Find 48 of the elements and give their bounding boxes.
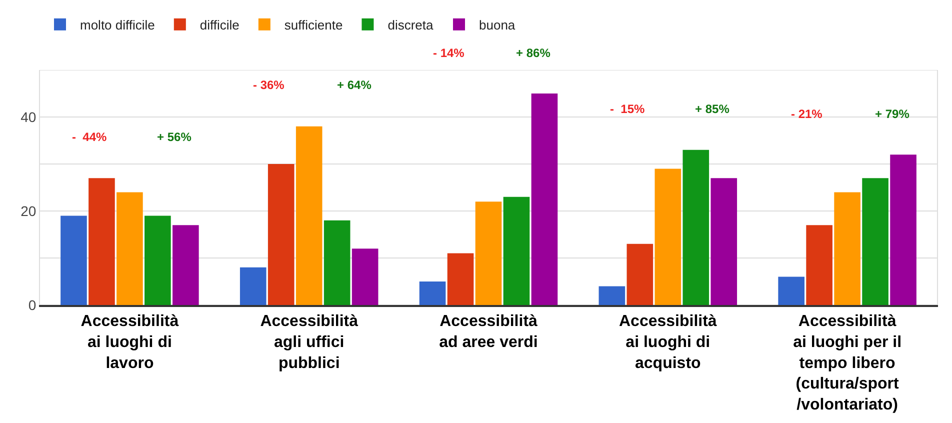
x-tick-label: Accessibilità ai luoghi per il tempo libero (cultura/sport /volontariato) bbox=[793, 313, 902, 414]
bar bbox=[324, 220, 350, 305]
x-tick-label: Accessibilità ad aree verdi bbox=[439, 313, 538, 351]
annotation: + 79% bbox=[875, 107, 910, 121]
y-tick-label: 0 bbox=[28, 296, 36, 313]
bar bbox=[144, 216, 171, 305]
bar bbox=[890, 154, 916, 305]
bar bbox=[862, 178, 888, 305]
legend-label: discreta bbox=[388, 17, 434, 32]
annotation: - 15% bbox=[610, 102, 646, 116]
bar bbox=[352, 248, 378, 305]
bar bbox=[268, 164, 294, 305]
bar bbox=[240, 267, 266, 305]
bar bbox=[806, 225, 832, 305]
x-tick-label: Accessibilità ai luoghi di acquisto bbox=[618, 313, 717, 372]
bar bbox=[834, 192, 860, 305]
annotation: - 21% bbox=[791, 107, 823, 121]
bar bbox=[531, 94, 558, 305]
bar bbox=[88, 178, 115, 305]
bar bbox=[503, 196, 530, 305]
annotation: + 64% bbox=[337, 78, 372, 92]
bar bbox=[475, 202, 502, 305]
bar bbox=[626, 244, 654, 305]
y-tick-label: 20 bbox=[20, 202, 36, 219]
annotation: - 36% bbox=[253, 78, 285, 92]
bar bbox=[419, 282, 446, 305]
text: - 14% bbox=[433, 46, 465, 60]
legend-label: difficile bbox=[200, 17, 240, 32]
bar bbox=[296, 126, 322, 305]
legend-label: molto difficile bbox=[80, 17, 155, 32]
legend-label: buona bbox=[479, 17, 516, 32]
bar bbox=[447, 253, 474, 305]
bar bbox=[682, 150, 710, 305]
annotation: + 56% bbox=[157, 130, 192, 144]
bar bbox=[60, 216, 87, 305]
text: + 86% bbox=[516, 46, 551, 60]
bar bbox=[116, 192, 143, 305]
bar bbox=[598, 286, 626, 305]
legend-label: sufficiente bbox=[284, 17, 343, 32]
x-tick-label: Accessibilità agli uffici pubblici bbox=[260, 313, 358, 372]
bar bbox=[778, 276, 804, 305]
x-tick-label: Accessibilità ai luoghi di lavoro bbox=[80, 313, 179, 372]
annotation: - 44% bbox=[72, 130, 108, 144]
bar bbox=[172, 225, 199, 305]
y-tick-label: 40 bbox=[20, 108, 36, 125]
annotation: + 85% bbox=[695, 102, 730, 116]
bar bbox=[654, 168, 682, 305]
bar bbox=[710, 178, 738, 305]
